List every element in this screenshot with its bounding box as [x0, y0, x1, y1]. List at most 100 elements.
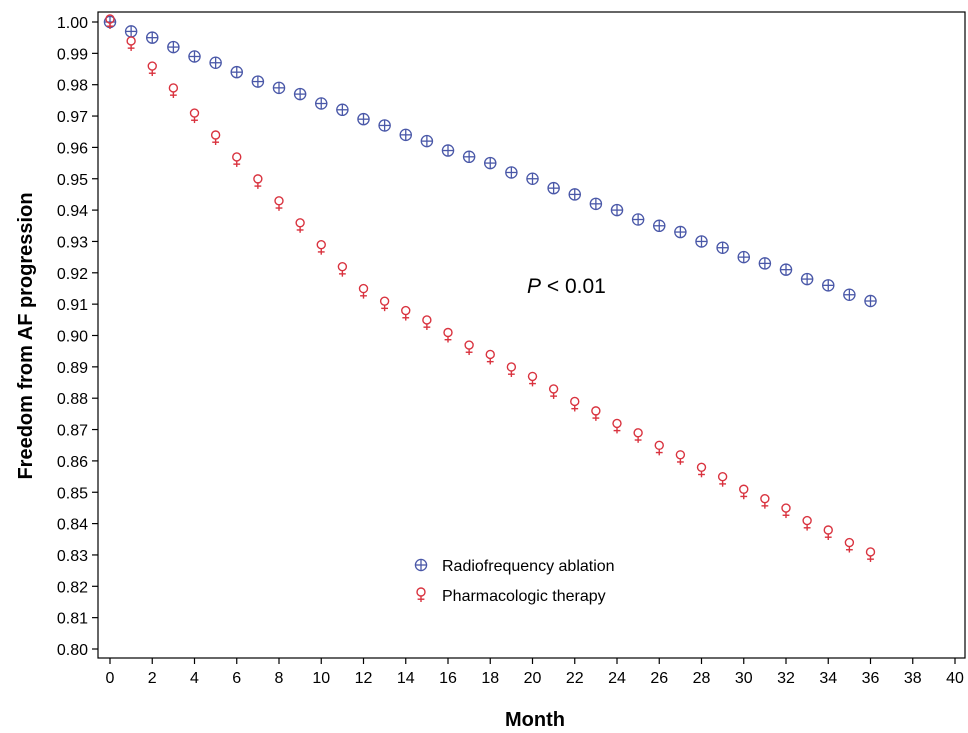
pharmacologic-therapy-point — [189, 108, 200, 124]
x-tick-label: 14 — [397, 670, 415, 687]
radiofrequency-ablation-point — [505, 166, 518, 179]
marker-ring — [506, 362, 517, 372]
y-tick-label: 0.85 — [57, 485, 88, 502]
radiofrequency-ablation-point — [864, 294, 877, 308]
x-tick-label: 6 — [232, 670, 241, 687]
p-value-italic: P — [527, 275, 541, 298]
x-tick-label: 28 — [693, 670, 711, 687]
y-tick-label: 0.99 — [57, 46, 88, 63]
marker-ring — [210, 130, 221, 140]
x-tick-label: 38 — [904, 670, 922, 687]
radiofrequency-ablation-point — [631, 213, 645, 226]
marker-ring — [717, 472, 728, 482]
pharmacologic-therapy-point — [416, 587, 426, 602]
pharmacologic-therapy-point — [675, 450, 686, 465]
y-tick-label: 0.88 — [57, 391, 88, 408]
pharmacologic-therapy-point — [147, 61, 157, 77]
pharmacologic-therapy-point — [865, 547, 876, 562]
radiofrequency-ablation-point — [272, 81, 286, 95]
marker-ring — [416, 587, 426, 597]
marker-ring — [189, 108, 200, 118]
pharmacologic-therapy-point — [443, 327, 453, 343]
marker-ring — [358, 283, 369, 294]
pharmacologic-therapy-point — [654, 440, 664, 456]
radiofrequency-ablation-point — [843, 288, 856, 301]
radiofrequency-ablation-point — [737, 250, 751, 264]
x-tick-label: 18 — [481, 670, 499, 687]
marker-ring — [253, 174, 263, 184]
marker-ring — [295, 218, 305, 228]
y-tick-label: 1.00 — [57, 15, 88, 32]
radiofrequency-ablation-point — [124, 25, 138, 38]
radiofrequency-ablation-point — [610, 203, 624, 217]
x-tick-label: 8 — [275, 670, 284, 687]
y-tick-label: 0.84 — [57, 517, 88, 534]
marker-ring — [865, 547, 876, 557]
pharmacologic-therapy-point — [823, 525, 833, 541]
radiofrequency-ablation-point — [145, 31, 159, 44]
radiofrequency-ablation-point — [822, 279, 835, 292]
marker-ring — [696, 462, 707, 473]
y-tick-label: 0.83 — [57, 548, 88, 565]
radiofrequency-ablation-point — [441, 144, 455, 157]
radiofrequency-ablation-point — [547, 181, 560, 195]
radiofrequency-ablation-point — [483, 156, 497, 170]
y-tick-label: 0.95 — [57, 172, 88, 189]
marker-ring — [612, 418, 622, 429]
y-tick-label: 0.91 — [57, 297, 88, 314]
x-tick-label: 16 — [439, 670, 457, 687]
y-tick-label: 0.90 — [57, 329, 88, 346]
x-tick-label: 20 — [524, 670, 542, 687]
pharmacologic-therapy-point — [316, 240, 326, 255]
y-tick-label: 0.82 — [57, 579, 88, 596]
y-tick-label: 0.94 — [57, 203, 88, 220]
y-tick-label: 0.93 — [57, 234, 88, 251]
pharmacologic-therapy-point — [337, 261, 348, 277]
legend-label-pharmacologic-therapy: Pharmacologic therapy — [442, 588, 606, 605]
x-tick-label: 12 — [355, 670, 373, 687]
y-tick-label: 0.96 — [57, 140, 88, 157]
y-tick-label: 0.87 — [57, 423, 88, 440]
y-tick-label: 0.98 — [57, 78, 88, 95]
pharmacologic-therapy-point — [760, 493, 770, 509]
radiofrequency-ablation-point — [336, 103, 349, 117]
radiofrequency-ablation-point — [378, 119, 391, 132]
series-layer — [103, 14, 877, 562]
radiofrequency-ablation-point — [357, 112, 370, 126]
pharmacologic-therapy-point — [548, 384, 559, 399]
marker-ring — [485, 349, 495, 360]
radiofrequency-ablation-point — [568, 188, 582, 201]
y-tick-label: 0.81 — [57, 611, 88, 628]
radiofrequency-ablation-point — [188, 50, 201, 63]
radiofrequency-ablation-point — [716, 241, 729, 254]
marker-ring — [548, 384, 559, 394]
radiofrequency-ablation-point — [230, 65, 243, 79]
marker-ring — [126, 36, 136, 46]
series-radiofrequency-ablation — [103, 15, 877, 308]
pharmacologic-therapy-point — [739, 484, 749, 500]
marker-ring — [760, 493, 770, 504]
x-tick-label: 10 — [312, 670, 330, 687]
radiofrequency-ablation-point — [251, 75, 265, 88]
pharmacologic-therapy-point — [802, 515, 812, 531]
marker-ring — [570, 396, 580, 407]
pharmacologic-therapy-point — [105, 14, 115, 29]
marker-ring — [168, 83, 179, 93]
x-tick-label: 26 — [650, 670, 668, 687]
pharmacologic-therapy-point — [696, 462, 707, 478]
x-axis-title: Month — [505, 709, 565, 731]
x-tick-label: 0 — [106, 670, 115, 687]
marker-ring — [147, 61, 157, 71]
marker-ring — [274, 196, 284, 206]
legend: Radiofrequency ablation Pharmacologic th… — [414, 558, 615, 605]
marker-ring — [379, 296, 390, 306]
marker-ring — [401, 305, 411, 316]
x-tick-label: 30 — [735, 670, 753, 687]
p-value-annotation: P < 0.01 — [527, 275, 606, 298]
marker-ring — [527, 371, 538, 382]
radiofrequency-ablation-point — [414, 558, 428, 572]
marker-ring — [844, 537, 855, 548]
marker-ring — [823, 525, 833, 535]
radiofrequency-ablation-point — [695, 235, 708, 248]
